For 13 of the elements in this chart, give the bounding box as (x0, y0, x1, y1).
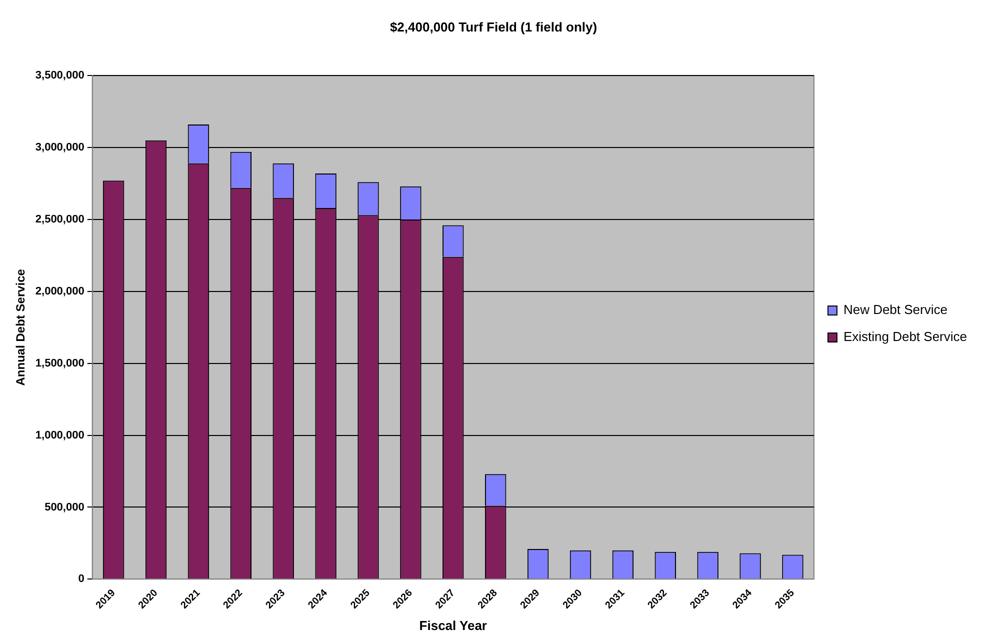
y-tick-label: 3,500,000 (35, 70, 84, 82)
legend-label: Existing Debt Service (843, 329, 968, 344)
y-tick-label: 3,000,000 (35, 142, 84, 154)
y-tick-label: 2,500,000 (35, 214, 84, 226)
legend-label: New Debt Service (843, 302, 948, 318)
x-axis-title: Fiscal Year (419, 618, 487, 633)
y-tick-label: 500,000 (44, 501, 84, 514)
y-tick-label: 0 (78, 573, 84, 586)
y-tick-label: 1,000,000 (35, 429, 84, 442)
y-tick-label: 1,500,000 (35, 357, 84, 370)
y-axis-title: Annual Debt Service (14, 268, 28, 386)
y-tick-label: 2,000,000 (35, 285, 84, 298)
chart-title: $2,400,000 Turf Field (1 field only) (390, 19, 598, 34)
